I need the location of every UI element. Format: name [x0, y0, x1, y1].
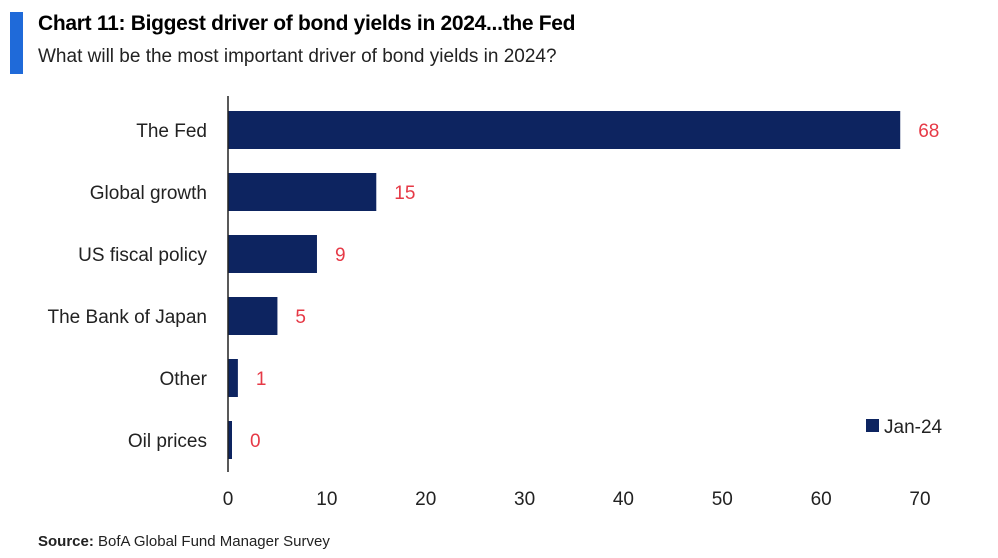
bar — [228, 421, 232, 459]
bar — [228, 359, 238, 397]
value-labels: 68 15 9 5 1 0 — [250, 121, 939, 452]
x-tick-label: 70 — [909, 489, 930, 510]
value-label: 0 — [250, 431, 261, 452]
x-tick-label: 60 — [811, 489, 832, 510]
x-tick-label: 50 — [712, 489, 733, 510]
value-label: 68 — [918, 121, 939, 142]
x-tick-label: 40 — [613, 489, 634, 510]
legend-label: Jan-24 — [884, 417, 943, 438]
x-tick-label: 20 — [415, 489, 436, 510]
bar — [228, 235, 317, 273]
value-label: 1 — [256, 369, 267, 390]
category-label: The Bank of Japan — [48, 307, 208, 328]
legend: Jan-24 — [866, 417, 943, 438]
x-tick-label: 30 — [514, 489, 535, 510]
category-label: Global growth — [90, 183, 207, 204]
legend-swatch — [866, 419, 879, 432]
x-axis-tick-labels: 0 10 20 30 40 50 60 70 — [223, 489, 931, 510]
bars — [228, 111, 901, 459]
source-note: Source: BofA Global Fund Manager Survey — [38, 533, 330, 550]
title-accent-bar — [10, 12, 23, 74]
x-tick-label: 0 — [223, 489, 234, 510]
value-label: 5 — [295, 307, 306, 328]
category-label: Oil prices — [128, 431, 207, 452]
source-label: Source: — [38, 533, 94, 550]
bar-chart: The Fed Global growth US fiscal policy The … — [48, 96, 943, 510]
source-text: BofA Global Fund Manager Survey — [98, 533, 330, 550]
x-tick-label: 10 — [316, 489, 337, 510]
category-label: US fiscal policy — [78, 245, 207, 266]
category-label: The Fed — [136, 121, 207, 142]
bar — [228, 297, 278, 335]
chart-title: Chart 11: Biggest driver of bond yields … — [38, 12, 576, 35]
value-label: 15 — [394, 183, 415, 204]
value-label: 9 — [335, 245, 346, 266]
bar — [228, 111, 901, 149]
chart-subtitle: What will be the most important driver o… — [38, 46, 557, 67]
bar — [228, 173, 377, 211]
category-label: Other — [159, 369, 207, 390]
category-labels: The Fed Global growth US fiscal policy The … — [48, 121, 208, 452]
